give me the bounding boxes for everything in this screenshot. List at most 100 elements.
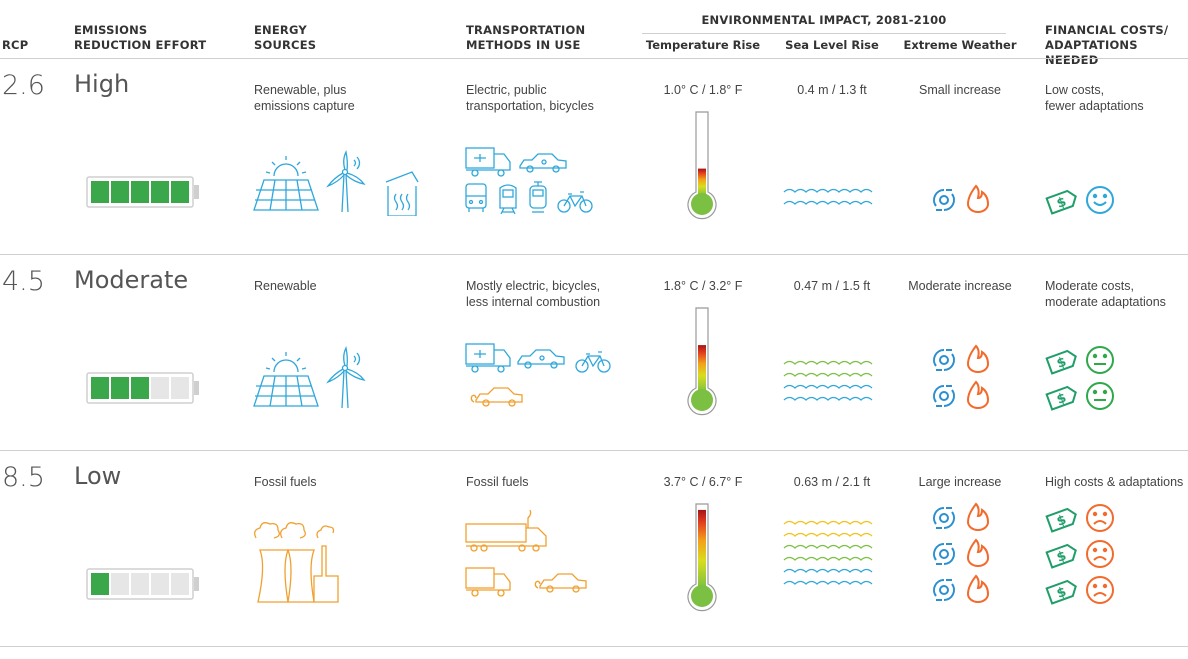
header-impact: ENVIRONMENTAL IMPACT, 2081-2100: [701, 13, 947, 27]
header-effort-line1: EMISSIONS: [74, 23, 148, 37]
energy-text: Renewable, plus emissions capture: [254, 82, 355, 114]
transport-text: Fossil fuels: [466, 474, 529, 490]
battery-cell-filled: [151, 181, 169, 203]
transport-line-2: transportation, bicycles: [466, 99, 594, 113]
energy-icons: [253, 150, 419, 216]
svg-text:$: $: [1055, 391, 1069, 408]
costs-text: Moderate costs, moderate adaptations: [1045, 278, 1166, 310]
effort-level: Moderate: [74, 266, 189, 294]
transport-line-1: Mostly electric, bicycles,: [466, 279, 601, 293]
header-energy-line1: ENERGY: [254, 23, 307, 37]
wave-line: [783, 580, 873, 585]
costs-text: Low costs, fewer adaptations: [1045, 82, 1144, 114]
rcp-value: 2.6: [2, 70, 45, 101]
header-weather: Extreme Weather: [903, 38, 1017, 52]
battery-cell-empty: [111, 573, 129, 595]
sea-level-value: 0.63 m / 2.1 ft: [793, 475, 871, 489]
rcp-row: 4.5 Moderate Renewable Mostly electric, …: [0, 266, 1188, 462]
battery-cell-filled: [131, 181, 149, 203]
costs-text: High costs & adaptations: [1045, 474, 1183, 490]
wave-line: [783, 188, 873, 193]
wave-line: [783, 520, 873, 525]
transport-line-1: Electric, public: [466, 83, 547, 97]
energy-line-1: Fossil fuels: [254, 475, 317, 489]
header-costs-line1: FINANCIAL COSTS/: [1045, 23, 1169, 37]
wave-line: [783, 532, 873, 537]
divider-bottom: [0, 646, 1188, 647]
header-energy: ENERGY SOURCES: [254, 23, 316, 53]
wave-line: [783, 384, 873, 389]
costs-line-1: Low costs,: [1045, 83, 1105, 97]
battery-cell-filled: [111, 377, 129, 399]
wave-line: [783, 372, 873, 377]
svg-text:$: $: [1055, 549, 1069, 566]
sea-level-value: 0.47 m / 1.5 ft: [793, 279, 871, 293]
battery-icon: [86, 568, 199, 600]
transport-line-2: less internal combustion: [466, 295, 601, 309]
header-effort: EMISSIONS REDUCTION EFFORT: [74, 23, 206, 53]
energy-line-2: emissions capture: [254, 99, 355, 113]
battery-cell-empty: [151, 573, 169, 595]
costs-line-1: Moderate costs,: [1045, 279, 1134, 293]
sea-waves-icon: [783, 360, 873, 401]
battery-cell-filled: [91, 377, 109, 399]
battery-cell-filled: [91, 181, 109, 203]
wave-line: [783, 360, 873, 365]
sea-waves-icon: [783, 520, 873, 585]
energy-icons: [254, 522, 339, 603]
rcp-row: 8.5 Low Fossil fuels Fossil fuels 3.7° C…: [0, 462, 1188, 658]
sea-level-value: 0.4 m / 1.3 ft: [797, 83, 867, 97]
rcp-value: 8.5: [2, 462, 45, 493]
temp-value: 3.7° C / 6.7° F: [663, 475, 743, 489]
header-costs: FINANCIAL COSTS/ ADAPTATIONS NEEDED: [1045, 23, 1188, 68]
temp-value: 1.0° C / 1.8° F: [663, 83, 743, 97]
extreme-weather-icons: [933, 184, 990, 213]
header-transport: TRANSPORTATION METHODS IN USE: [466, 23, 585, 53]
costs-line-2: fewer adaptations: [1045, 99, 1144, 113]
battery-cell-empty: [151, 377, 169, 399]
battery-cell-empty: [131, 573, 149, 595]
wave-line: [783, 544, 873, 549]
wave-line: [783, 556, 873, 561]
battery-cell-empty: [171, 573, 189, 595]
battery-cell-empty: [171, 377, 189, 399]
battery-cell-filled: [131, 377, 149, 399]
divider-top: [0, 58, 1188, 59]
divider-1: [0, 254, 1188, 255]
extreme-weather-icons: [933, 344, 990, 409]
energy-line-1: Renewable: [254, 279, 317, 293]
energy-text: Renewable: [254, 278, 317, 294]
thermometer-icon: [687, 503, 717, 612]
transport-icons: [465, 343, 611, 407]
weather-value: Moderate increase: [908, 279, 1012, 293]
battery-cell-filled: [171, 181, 189, 203]
transport-line-1: Fossil fuels: [466, 475, 529, 489]
wave-line: [783, 396, 873, 401]
header-transport-line1: TRANSPORTATION: [466, 23, 586, 37]
rcp-row: 2.6 High Renewable, plus emissions captur…: [0, 70, 1188, 266]
temp-value: 1.8° C / 3.2° F: [663, 279, 743, 293]
header-transport-line2: METHODS IN USE: [466, 38, 581, 52]
header-rcp: RCP: [2, 38, 29, 52]
battery-cell-filled: [91, 573, 109, 595]
svg-text:$: $: [1055, 513, 1069, 530]
transport-text: Mostly electric, bicycles, less internal …: [466, 278, 600, 310]
header-costs-line2: ADAPTATIONS NEEDED: [1045, 38, 1138, 67]
energy-line-1: Renewable, plus: [254, 83, 347, 97]
costs-line-1: High costs & adaptations: [1045, 475, 1184, 489]
cost-icons: $ $ $: [1045, 504, 1114, 605]
transport-icons: [465, 509, 587, 597]
battery-icon: [86, 372, 199, 404]
weather-value: Large increase: [918, 475, 1002, 489]
wave-line: [783, 200, 873, 205]
header-sea: Sea Level Rise: [785, 38, 879, 52]
effort-level: High: [74, 70, 130, 98]
rcp-value: 4.5: [2, 266, 45, 297]
extreme-weather-icons: [933, 502, 990, 603]
battery-cell-filled: [111, 181, 129, 203]
header-energy-line2: SOURCES: [254, 38, 317, 52]
header-effort-line2: REDUCTION EFFORT: [74, 38, 207, 52]
effort-level: Low: [74, 462, 122, 490]
energy-text: Fossil fuels: [254, 474, 317, 490]
transport-text: Electric, public transportation, bicycles: [466, 82, 594, 114]
